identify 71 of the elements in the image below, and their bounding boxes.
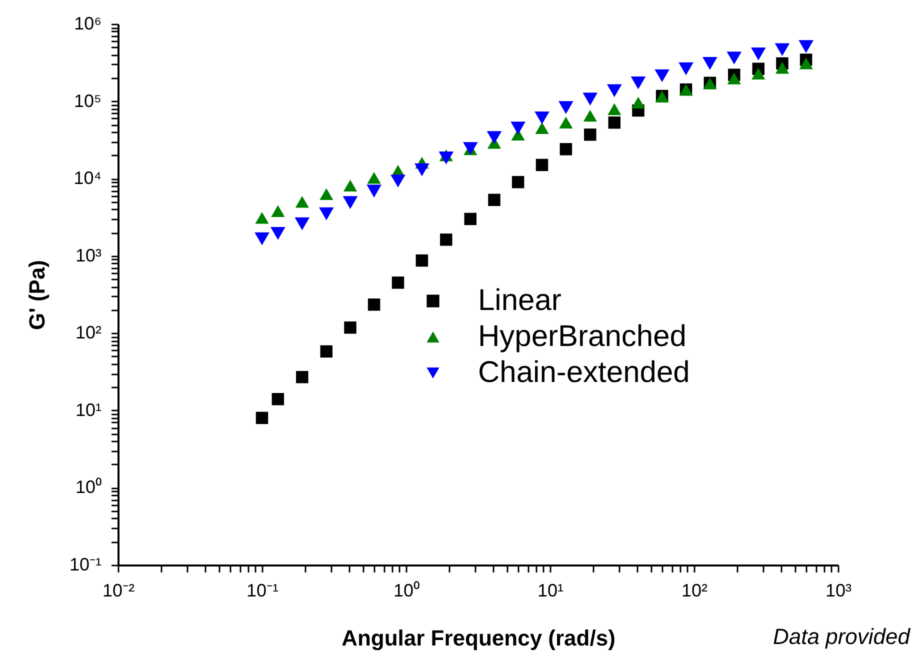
x-tick-label: 10³ xyxy=(825,580,852,600)
point xyxy=(750,48,766,60)
point xyxy=(510,122,526,135)
point xyxy=(342,196,358,209)
point xyxy=(296,370,308,384)
legend-label: Chain-extended xyxy=(478,356,690,389)
x-tick-label: 10⁻² xyxy=(102,580,135,600)
point xyxy=(512,176,524,188)
point xyxy=(654,69,670,82)
point xyxy=(440,234,452,246)
point xyxy=(583,110,597,122)
point xyxy=(534,111,550,124)
point xyxy=(488,194,500,206)
point xyxy=(726,52,742,64)
point xyxy=(727,72,741,84)
point xyxy=(799,58,813,70)
point xyxy=(678,62,694,76)
point xyxy=(272,393,284,406)
point xyxy=(631,96,646,109)
point xyxy=(414,163,430,176)
x-axis-title: Angular Frequency (rad/s) xyxy=(342,626,616,650)
point xyxy=(416,254,428,267)
y-tick-label: 10⁰ xyxy=(75,477,102,498)
point xyxy=(392,276,404,289)
point xyxy=(438,152,454,164)
point xyxy=(390,174,406,188)
x-tick-label: 10⁰ xyxy=(393,580,420,600)
point xyxy=(343,180,358,192)
point xyxy=(295,196,309,208)
point xyxy=(775,62,790,74)
point xyxy=(630,76,646,90)
point xyxy=(582,92,598,106)
y-tick-label: 10⁵ xyxy=(74,90,102,111)
point xyxy=(798,40,814,54)
y-tick-label: 10⁴ xyxy=(74,168,102,188)
point xyxy=(584,128,596,141)
text: Data provided xyxy=(773,624,910,650)
point xyxy=(368,298,380,311)
point xyxy=(320,345,333,358)
point xyxy=(558,101,574,114)
point xyxy=(774,43,790,56)
point xyxy=(270,227,286,240)
point xyxy=(344,321,356,334)
x-tick-label: 10² xyxy=(681,580,708,600)
point xyxy=(559,116,573,128)
legend-label: Linear xyxy=(478,284,562,317)
point xyxy=(318,207,334,220)
point xyxy=(702,56,718,70)
y-axis-title: G' (Pa) xyxy=(24,260,50,330)
point xyxy=(271,205,285,217)
y-tick-label: 10⁶ xyxy=(74,14,102,34)
point xyxy=(535,122,549,134)
y-tick-label: 10² xyxy=(75,322,102,343)
point xyxy=(366,184,382,198)
point xyxy=(486,131,502,144)
y-tick-label: 10¹ xyxy=(75,400,102,420)
x-tick-label: 10¹ xyxy=(537,580,564,600)
point xyxy=(320,188,334,200)
point xyxy=(608,116,621,129)
point xyxy=(464,212,477,226)
point xyxy=(536,158,548,172)
y-tick-label: 10⁻¹ xyxy=(69,554,102,574)
point xyxy=(294,217,310,230)
point xyxy=(752,68,766,80)
y-tick-label: 10³ xyxy=(75,245,102,266)
x-tick-label: 10⁻¹ xyxy=(246,580,279,600)
point xyxy=(608,103,622,116)
legend-label: HyperBranched xyxy=(478,320,686,353)
point xyxy=(606,84,622,98)
point xyxy=(367,172,381,184)
point xyxy=(560,143,572,156)
